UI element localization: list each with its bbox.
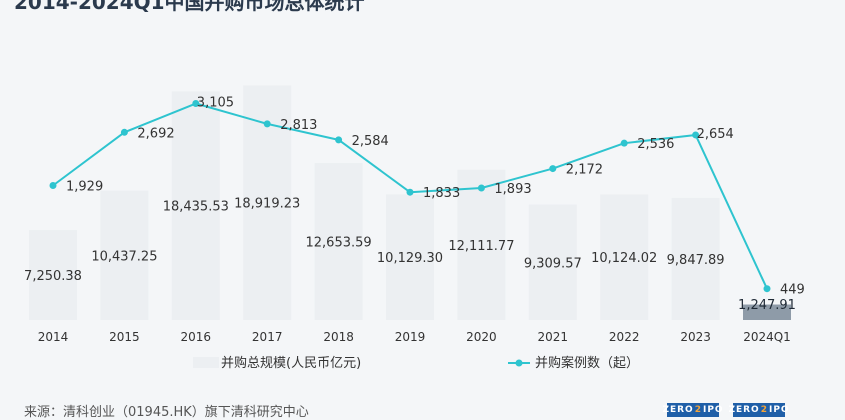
line-series [49, 100, 771, 293]
bar-label-2015: 10,437.25 [91, 249, 157, 264]
bar-label-2018: 12,653.59 [306, 236, 372, 251]
bar-2022 [600, 194, 649, 320]
point-label-2021: 2,172 [566, 163, 603, 178]
bar-2024Q1 [743, 304, 791, 320]
bar-label-2024Q1: 1,247.91 [738, 298, 796, 313]
point-label-2024Q1: 449 [780, 283, 805, 298]
bar-label-2019: 10,129.30 [377, 251, 443, 266]
x-tick-2021: 2021 [538, 330, 569, 344]
bar-2019 [386, 194, 434, 320]
point-2014 [49, 182, 57, 190]
point-label-2019: 1,833 [423, 186, 460, 201]
x-axis-ticks: 2014 2015 2016 2017 2018 2019 2020 2021 2022 2023… [38, 330, 791, 344]
x-tick-2023: 2023 [680, 330, 711, 344]
point-2019 [406, 188, 414, 196]
point-label-2020: 1,893 [494, 182, 531, 197]
bar-2021 [528, 204, 577, 320]
point-2023 [692, 131, 700, 139]
point-2015 [120, 128, 128, 136]
bar-label-2020: 12,111.77 [448, 239, 514, 254]
bar-label-2022: 10,124.02 [591, 251, 657, 266]
legend-swatch-marker [515, 359, 523, 367]
point-2018 [335, 136, 343, 144]
point-2022 [620, 139, 628, 147]
x-tick-2015: 2015 [109, 330, 140, 344]
x-tick-2024Q1: 2024Q1 [743, 330, 791, 344]
zero2ipo-logo: ZERO 2 IPO [662, 403, 724, 417]
point-label-2022: 2,536 [637, 137, 674, 152]
point-2021 [549, 165, 557, 173]
x-tick-2016: 2016 [181, 330, 212, 344]
x-tick-2022: 2022 [609, 330, 640, 344]
source-note: 来源：清科创业（01945.HK）旗下清科研究中心 [24, 405, 309, 420]
x-tick-2020: 2020 [466, 330, 497, 344]
chart-title: 2014-2024Q1中国并购市场总体统计 [14, 0, 365, 14]
point-2024Q1 [763, 285, 771, 293]
bar-2014 [29, 230, 77, 320]
bar-labels: 7,250.38 10,437.25 18,435.53 18,919.23 12,65… [24, 197, 796, 313]
legend-label-bar: 并购总规模(人民币亿元) [221, 355, 361, 371]
bar-label-2014: 7,250.38 [24, 269, 82, 284]
bar-2023 [671, 197, 720, 320]
point-2020 [477, 184, 485, 192]
point-label-2023: 2,654 [697, 127, 734, 142]
bar-2020 [457, 169, 506, 320]
legend: 并购总规模(人民币亿元) 并购案例数（起） [193, 355, 639, 371]
bar-label-2017: 18,919.23 [234, 197, 300, 212]
legend-label-line: 并购案例数（起） [535, 355, 639, 371]
point-label-2016: 3,105 [197, 96, 234, 111]
bar-label-2023: 9,847.89 [667, 253, 725, 268]
bar-2016 [171, 91, 220, 320]
point-2017 [263, 120, 271, 128]
point-label-2017: 2,813 [280, 118, 317, 133]
bar-label-2016: 18,435.53 [163, 200, 229, 215]
zero2ipo-logo: ZERO 2 IPO [728, 403, 790, 417]
bar-2015 [100, 190, 149, 320]
bar-series [29, 85, 791, 320]
chart: 7,250.38 10,437.25 18,435.53 18,919.23 12,65… [24, 85, 805, 371]
line-labels: 1,929 2,692 3,105 2,813 2,584 1,833 1,893 2,172… [66, 96, 805, 298]
bar-2018 [314, 163, 363, 320]
x-tick-2017: 2017 [252, 330, 283, 344]
x-tick-2019: 2019 [395, 330, 426, 344]
x-tick-2014: 2014 [38, 330, 69, 344]
bar-label-2021: 9,309.57 [524, 256, 582, 271]
x-tick-2018: 2018 [323, 330, 354, 344]
point-label-2014: 1,929 [66, 180, 103, 195]
point-label-2018: 2,584 [352, 134, 389, 149]
point-2016 [192, 100, 200, 108]
point-label-2015: 2,692 [137, 126, 174, 141]
legend-swatch-bar [193, 357, 219, 368]
